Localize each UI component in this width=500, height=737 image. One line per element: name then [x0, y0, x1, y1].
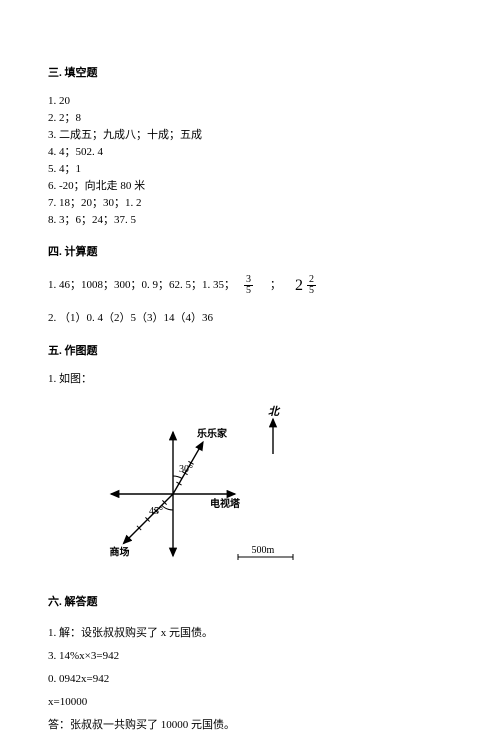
s6-line: 3. 14%x×3=942 — [48, 645, 452, 668]
s6-line: 1. 解：设张叔叔购买了 x 元国债。 — [48, 622, 452, 645]
mixed-frac: 2 5 — [307, 275, 316, 296]
s3-item: 4. 4；502. 4 — [48, 144, 452, 161]
mixed-whole: 2 — [295, 272, 303, 299]
svg-text:乐乐家: 乐乐家 — [197, 427, 228, 440]
direction-diagram-svg: 30° 乐乐家 45° 商场 电视塔 北 500m — [78, 399, 318, 579]
svg-text:500m: 500m — [252, 545, 275, 556]
s3-item: 1. 20 — [48, 93, 452, 110]
s6-line: 答：张叔叔一共购买了 10000 元国债。 — [48, 714, 452, 737]
frac-den: 5 — [307, 286, 316, 296]
s6-line: x=10000 — [48, 691, 452, 714]
svg-text:商场: 商场 — [110, 545, 130, 558]
section-6-solution: 1. 解：设张叔叔购买了 x 元国债。 3. 14%x×3=942 0. 094… — [48, 622, 452, 737]
section-3-title: 三. 填空题 — [48, 64, 452, 83]
section-5-title: 五. 作图题 — [48, 342, 452, 361]
s3-item: 8. 3；6；24；37. 5 — [48, 212, 452, 229]
section-6-title: 六. 解答题 — [48, 593, 452, 612]
s6-line: 0. 0942x=942 — [48, 668, 452, 691]
svg-text:45°: 45° — [149, 506, 163, 517]
svg-text:30°: 30° — [179, 464, 193, 475]
s3-item: 2. 2；8 — [48, 110, 452, 127]
direction-figure: 30° 乐乐家 45° 商场 电视塔 北 500m — [78, 399, 318, 579]
s3-item: 5. 4；1 — [48, 161, 452, 178]
frac-den: 5 — [244, 286, 253, 296]
mixed-fraction: 2 2 5 — [295, 272, 319, 299]
s4-line2: 2. （1）0. 4（2）5（3）14（4）36 — [48, 309, 452, 328]
section-3-answers: 1. 20 2. 2；8 3. 二成五；九成八；十成；五成 4. 4；502. … — [48, 93, 452, 229]
s3-item: 7. 18；20；30；1. 2 — [48, 195, 452, 212]
s5-line1: 1. 如图： — [48, 370, 452, 389]
svg-text:北: 北 — [268, 405, 281, 418]
s3-item: 3. 二成五；九成八；十成；五成 — [48, 127, 452, 144]
s4-line1: 1. 46；1008；300；0. 9；62. 5；1. 35； 3 5 ； 2… — [48, 272, 452, 299]
svg-text:电视塔: 电视塔 — [210, 497, 241, 510]
s4-line1-prefix: 1. 46；1008；300；0. 9；62. 5；1. 35； — [48, 276, 235, 295]
section-4-title: 四. 计算题 — [48, 243, 452, 262]
s3-item: 6. -20；向北走 80 米 — [48, 178, 452, 195]
fraction-3-5: 3 5 — [244, 275, 253, 296]
semicolon: ； — [270, 276, 281, 295]
